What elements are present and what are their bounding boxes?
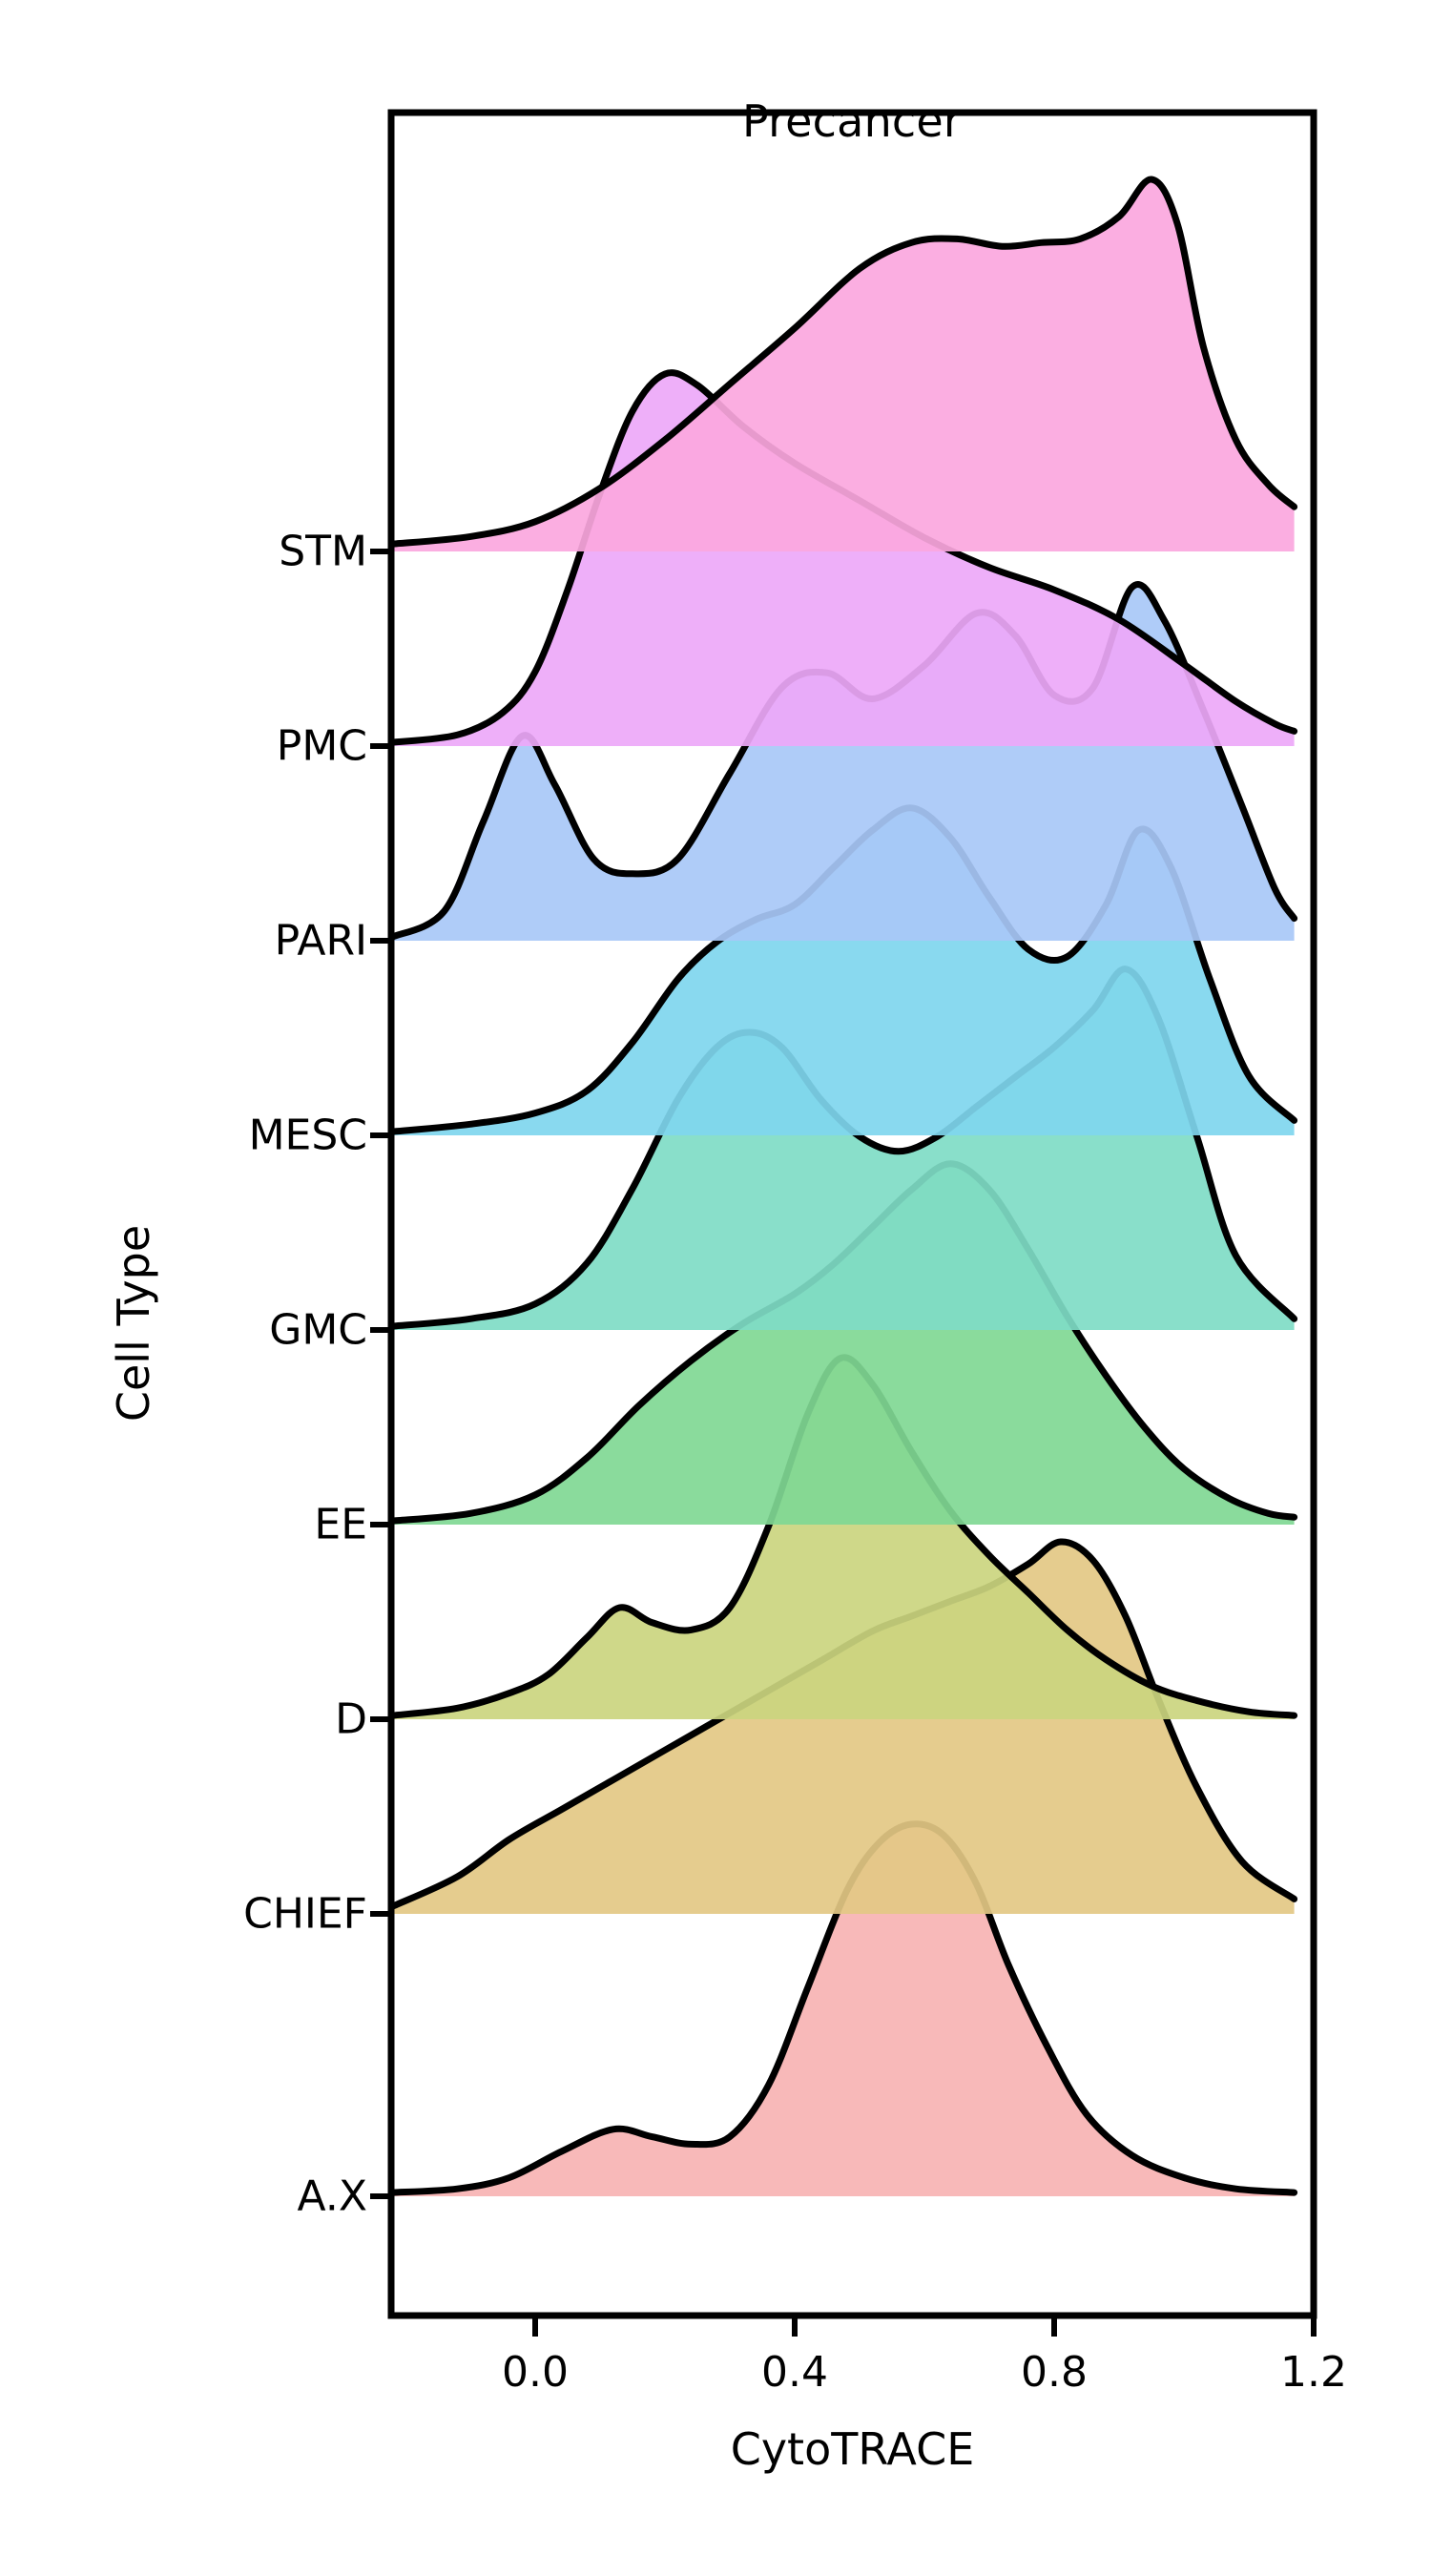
- axis-ticks: [370, 549, 1317, 2337]
- x-tick-label-1-2: 1.2: [1280, 2348, 1347, 2397]
- y-tick-label-ee: EE: [314, 1500, 367, 1549]
- ridge-density-curves: [388, 176, 1298, 2196]
- y-tick-label-mesc: MESC: [248, 1111, 367, 1160]
- ridge-area-d: [392, 1357, 1295, 1719]
- axis-frame: [387, 109, 1317, 2319]
- ridge-area-ax: [392, 1823, 1295, 2196]
- x-axis-label: CytoTRACE: [730, 2423, 975, 2475]
- y-tick-label-d: D: [335, 1694, 367, 1744]
- y-tick-label-pari: PARI: [274, 916, 367, 966]
- x-tick-label-0-4: 0.4: [761, 2348, 828, 2397]
- ridge-area-pmc: [392, 372, 1295, 746]
- ridge-area-ee: [392, 1163, 1295, 1525]
- y-tick-label-stm: STM: [279, 527, 367, 576]
- x-tick-label-0-8: 0.8: [1021, 2348, 1088, 2397]
- x-tick-label-0-0: 0.0: [502, 2348, 569, 2397]
- ridge-outline-stm: [388, 176, 1298, 548]
- page-title: Precancer: [0, 95, 1431, 147]
- ridge-area-mesc: [392, 807, 1295, 1135]
- y-tick-label-gmc: GMC: [269, 1305, 367, 1355]
- ridge-area-stm: [392, 178, 1295, 551]
- ridge-area-pari: [392, 584, 1295, 941]
- plot-title-text: Precancer: [741, 95, 963, 147]
- y-tick-label-chief: CHIEF: [243, 1889, 367, 1939]
- y-tick-label-pmc: PMC: [276, 721, 367, 771]
- y-tick-label-ax: A.X: [297, 2171, 367, 2221]
